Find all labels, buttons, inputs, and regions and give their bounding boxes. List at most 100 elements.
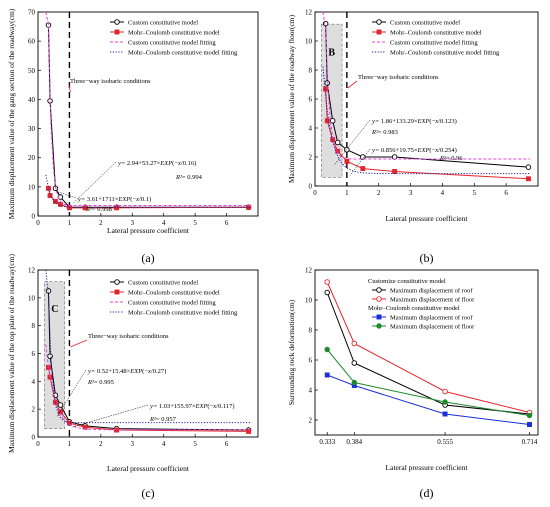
panel-2-ytick-label: 4 <box>309 125 313 133</box>
panel-2-series-1-point <box>344 146 350 153</box>
panel-2-annotation-2: y= 1.86+133.29×EXP(−x/0.123) <box>371 118 457 125</box>
panel-3-y-axis-label: Maximum displacement value of the top pl… <box>7 254 16 453</box>
panel-1-series-4-fit-curve <box>45 174 251 208</box>
panel-3-legend-entry: Mohr–Coulomb constitutive model <box>128 289 220 296</box>
panel-2-legend-entry: Mohr–Coulomb constitutive model fitting <box>390 49 500 56</box>
panel-4-ytick-label: 4 <box>309 387 313 395</box>
panel-1-xtick-label: 0 <box>36 219 40 227</box>
panel-3-ytick-label: 12 <box>28 267 36 275</box>
panel-1-plot-frame <box>37 11 259 217</box>
panel-1-legend-marker <box>114 19 120 25</box>
panel-2-series-1-point <box>329 117 336 124</box>
panel-2-annotation-isobaric: Three−way isobaric conditions <box>358 74 439 81</box>
panel-4-legend-group-title: Mohr–Coulomb constitutive model <box>368 305 460 312</box>
panel-1-xtick-label: 2 <box>99 219 103 227</box>
panel-3-annotation-leader <box>72 404 149 428</box>
panel-1-annotation-leader <box>72 161 117 204</box>
panel-1-annotation-3: R²= 0.998 <box>85 206 112 213</box>
panel-1-series-2-point <box>47 193 53 199</box>
panel-3-xtick-label: 2 <box>99 440 103 448</box>
panel-4-ytick-label: 8 <box>309 327 313 335</box>
panel-1-xtick-label: 3 <box>131 219 135 227</box>
panel-2-annotation-arrow <box>347 80 358 89</box>
panel-2-ytick-label: 8 <box>309 67 313 75</box>
panel-2-annotation-leader <box>333 119 371 166</box>
panel-4-legend-entry: Maximum displacement of roof <box>390 314 473 321</box>
panel-2-ytick-label: 2 <box>309 154 313 162</box>
panel-1-series-1-line <box>47 25 249 208</box>
panel-2-legend-entry: Custom constitutive model <box>390 19 460 26</box>
panel-3-xtick-label: 5 <box>193 440 197 448</box>
panel-4-series-1-line <box>326 292 530 415</box>
panel-4-legend-marker <box>376 314 382 320</box>
panel-1-ytick-label: 60 <box>28 38 36 46</box>
panel-2-panel-label: (b) <box>420 251 434 265</box>
panel-1-ytick-label: 20 <box>28 154 36 162</box>
panel-2-shade-label: B <box>328 48 335 59</box>
panel-3-xtick-label: 4 <box>162 440 166 448</box>
panel-4-legend-marker <box>376 323 382 329</box>
panel-4-legend-marker <box>376 296 382 302</box>
panel-2-legend-marker <box>376 19 382 25</box>
panel-4-legend-entry: Maximum displacement of floor <box>390 296 475 303</box>
panel-1-xtick-label: 1 <box>68 219 72 227</box>
panel-4-series-4-point <box>351 379 357 386</box>
panel-3-series-2-point <box>246 428 252 434</box>
panel-3-ytick-label: 8 <box>32 322 36 330</box>
panel-1-annotation-leader <box>56 191 77 199</box>
panel-1-legend-entry: Custom constitutive model fitting <box>128 39 216 46</box>
panel-1-annotation-4: y= 2.94+53.27×EXP(−x/0.16) <box>117 160 196 167</box>
panel-3-annotation-2: y= 0.52+15.48×EXP(−x/0.27) <box>87 368 166 375</box>
panel-2-xtick-label: 4 <box>441 189 445 197</box>
panel-2-legend-entry: Custom constitutive model fitting <box>390 39 478 46</box>
panel-4-series-2-point <box>351 340 358 347</box>
panel-3-legend-marker <box>114 279 120 285</box>
panel-1-series-2-point <box>57 201 63 207</box>
panel-3-ytick-label: 10 <box>28 294 36 302</box>
panel-1-series-2-point <box>66 205 72 211</box>
panel-3-xtick-label: 6 <box>225 440 229 448</box>
panel-1-annotation-isobaric: Three−way isobaric conditions <box>70 78 151 85</box>
panel-2-series-2-point <box>525 176 531 182</box>
panel-3-series-1-point <box>57 402 64 408</box>
panel-3-xtick-label: 1 <box>68 440 72 448</box>
panel-2-series-1-point <box>525 164 532 170</box>
panel-3-annotation-isobaric: Three−way isobaric conditions <box>88 333 169 340</box>
panel-4-series-2-point <box>442 388 448 395</box>
panel-1-ytick-label: 30 <box>28 125 36 133</box>
panel-4-panel-label: (d) <box>420 486 434 500</box>
panel-1-legend-entry: Custom constitutive model <box>128 19 198 26</box>
panel-2-x-axis-label: Lateral pressure coefficient <box>386 214 469 223</box>
panel-4-legend-group-title: Customize constitutive model <box>368 278 446 285</box>
panel-3-legend-entry: Mohr–Coulomb constitutive model fitting <box>128 309 238 316</box>
panel-1-legend-entry: Mohr–Coulomb constitutive model <box>128 29 220 36</box>
panel-1-panel-label: (a) <box>141 251 154 265</box>
panel-2-xtick-label: 6 <box>504 189 508 197</box>
panel-2-series-4-fit-curve <box>322 66 531 175</box>
panel-4-x-axis-label: Lateral pressure coefficient <box>386 463 469 472</box>
panel-2-ytick-label: 0 <box>309 183 313 191</box>
panel-2-series-2-point <box>360 166 366 172</box>
panel-2-y-axis-label: Maximum displacement value of the roadwa… <box>287 14 296 183</box>
panel-1-y-axis-label: Maximum displacement value of the gang s… <box>7 8 16 219</box>
panel-3-series-2-point <box>82 424 88 430</box>
panel-4-legend-entry: Maximum displacement of floor <box>390 323 475 330</box>
panel-4-ytick-label: 2 <box>309 417 313 425</box>
panel-4-legend-marker <box>376 287 382 293</box>
panel-4-series-2-line <box>326 281 530 413</box>
panel-3-shade-label: C <box>51 304 58 315</box>
panel-4-legend-entry: Maximum displacement of roof <box>390 287 473 294</box>
panel-4-plot-frame <box>314 269 539 436</box>
panel-3-series-3-fit-curve <box>45 344 251 431</box>
panel-4-xtick-label: 0.333 <box>319 438 335 446</box>
panel-2-ytick-label: 6 <box>309 96 313 104</box>
panel-3-panel-label: (c) <box>141 486 154 500</box>
panel-3-annotation-5: R²= 0.957 <box>149 416 177 423</box>
panel-2-series-2-point <box>344 158 350 164</box>
panel-3-legend-entry: Custom constitutive model fitting <box>128 299 216 306</box>
panel-2-series-2-line <box>325 88 529 180</box>
panel-4-xtick-label: 0.555 <box>437 438 453 446</box>
panel-2-xtick-label: 1 <box>345 189 349 197</box>
panel-4-series-3-point <box>324 372 330 378</box>
panel-2-series-1-point <box>322 20 329 27</box>
